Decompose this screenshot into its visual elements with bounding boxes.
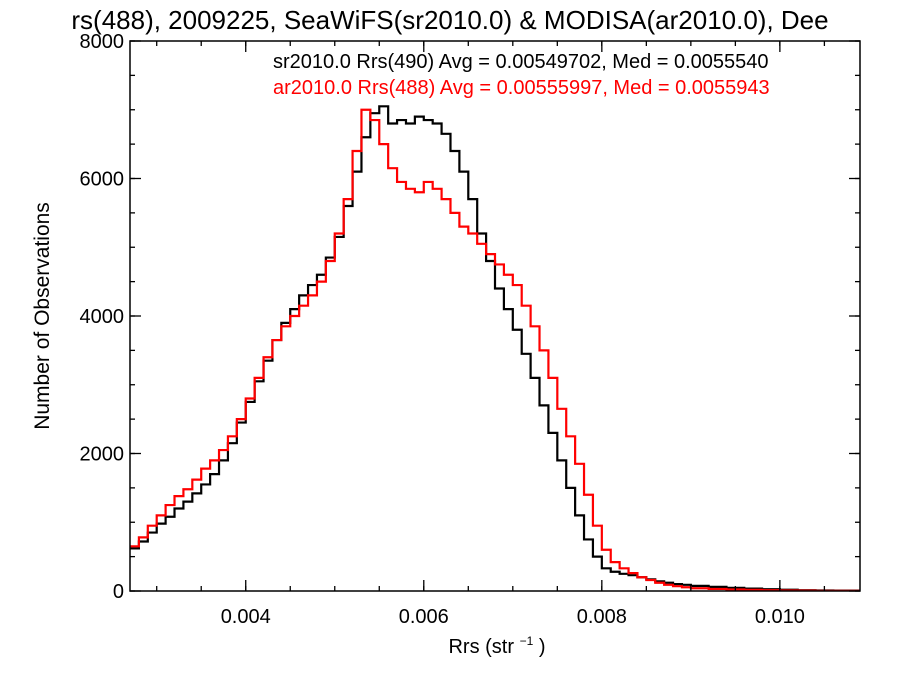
legend-entry-1: sr2010.0 Rrs(490) Avg = 0.00549702, Med … xyxy=(273,51,769,73)
series-line-1 xyxy=(130,105,860,591)
plot-frame xyxy=(129,40,861,592)
y-tick-label: 2000 xyxy=(80,444,125,466)
y-tick-label: 0 xyxy=(113,581,124,603)
legend-entry-2: ar2010.0 Rrs(488) Avg = 0.00555997, Med … xyxy=(273,77,770,99)
y-axis-label: Number of Observations xyxy=(31,202,54,430)
x-tick-label: 0.008 xyxy=(577,606,627,628)
chart-title: rs(488), 2009225, SeaWiFS(sr2010.0) & MO… xyxy=(71,5,828,35)
x-axis-label-main: Rrs (str xyxy=(448,636,514,658)
x-axis-label-end: ) xyxy=(539,636,546,658)
y-tick-label: 6000 xyxy=(80,169,125,191)
x-tick-label: 0.010 xyxy=(755,606,805,628)
y-tick-label: 4000 xyxy=(80,306,125,328)
series-layer xyxy=(130,105,860,591)
series-line-2 xyxy=(130,108,860,591)
ticks-layer: 0.004 0.006 0.008 0.010 0 2000 4000 6000 8000 xyxy=(80,31,860,628)
x-tick-label: 0.006 xyxy=(399,606,449,628)
x-tick-label: 0.004 xyxy=(221,606,271,628)
legend: sr2010.0 Rrs(490) Avg = 0.00549702, Med … xyxy=(273,51,770,99)
x-axis-label: Rrs (str −1 ) xyxy=(448,628,545,658)
x-axis-label-superscript: −1 xyxy=(520,634,534,648)
y-tick-label: 8000 xyxy=(80,31,125,53)
